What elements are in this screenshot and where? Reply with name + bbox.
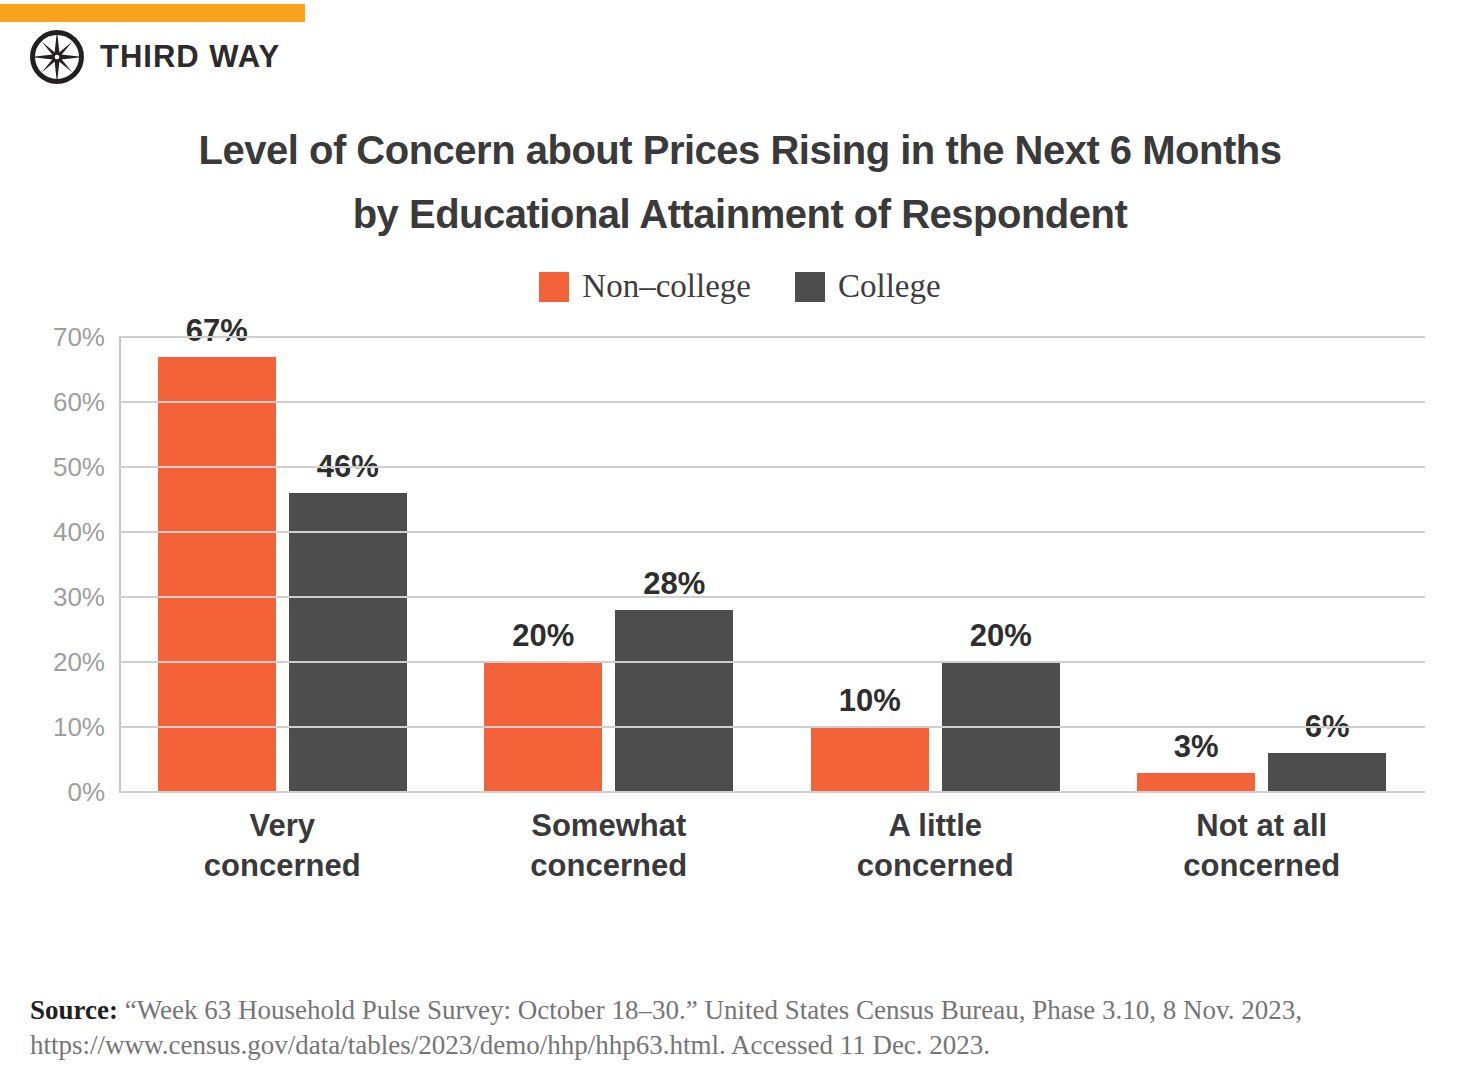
chart-title-line1: Level of Concern about Prices Rising in …: [0, 118, 1480, 182]
brand-header: THIRD WAY: [28, 28, 280, 86]
chart-title-line2: by Educational Attainment of Respondent: [0, 182, 1480, 246]
bar-groups: 67%46%Very concerned20%28%Somewhat conce…: [119, 337, 1425, 792]
gridline: [119, 791, 1425, 793]
source-citation: Source: “Week 63 Household Pulse Survey:…: [30, 993, 1450, 1063]
x-category-label: Somewhat concerned: [446, 806, 773, 886]
chart-title: Level of Concern about Prices Rising in …: [0, 118, 1480, 246]
source-line1: Source: “Week 63 Household Pulse Survey:…: [30, 995, 1302, 1025]
gridline: [119, 401, 1425, 403]
legend-item-college: College: [795, 268, 941, 305]
y-tick-label: 10%: [53, 712, 105, 743]
bar-value-label: 20%: [512, 618, 574, 654]
legend-item-non-college: Non–college: [539, 268, 751, 305]
y-tick-label: 30%: [53, 582, 105, 613]
bar-college: 46%: [289, 493, 407, 792]
y-tick-label: 20%: [53, 647, 105, 678]
bar-group-very: 67%46%Very concerned: [119, 337, 446, 792]
source-label: Source:: [30, 995, 118, 1025]
bar-value-label: 10%: [839, 683, 901, 719]
y-tick-label: 40%: [53, 517, 105, 548]
chart-legend: Non–college College: [0, 268, 1480, 305]
bar-value-label: 20%: [970, 618, 1032, 654]
y-tick-label: 70%: [53, 322, 105, 353]
brand-name: THIRD WAY: [100, 39, 280, 75]
plot-area: 67%46%Very concerned20%28%Somewhat conce…: [119, 337, 1425, 792]
y-tick-label: 0%: [67, 777, 105, 808]
y-tick-label: 60%: [53, 387, 105, 418]
legend-swatch: [539, 272, 569, 302]
legend-label: College: [838, 268, 941, 305]
bar-group-not-at-all: 3%6%Not at all concerned: [1099, 337, 1426, 792]
gridline: [119, 661, 1425, 663]
source-text2: https://www.census.gov/data/tables/2023/…: [30, 1030, 990, 1060]
bar-value-label: 3%: [1174, 729, 1219, 765]
legend-swatch: [795, 272, 825, 302]
top-accent-bar: [0, 4, 305, 22]
y-tick-label: 50%: [53, 452, 105, 483]
gridline: [119, 596, 1425, 598]
page: THIRD WAY Level of Concern about Prices …: [0, 0, 1480, 1082]
gridline: [119, 466, 1425, 468]
source-text1: “Week 63 Household Pulse Survey: October…: [125, 995, 1302, 1025]
gridline: [119, 531, 1425, 533]
gridline: [119, 726, 1425, 728]
bar-group-somewhat: 20%28%Somewhat concerned: [446, 337, 773, 792]
bar-non-college: 3%: [1137, 773, 1255, 792]
x-category-label: A little concerned: [772, 806, 1099, 886]
bar-group-a-little: 10%20%A little concerned: [772, 337, 1099, 792]
compass-icon: [28, 28, 86, 86]
x-category-label: Very concerned: [119, 806, 446, 886]
legend-label: Non–college: [582, 268, 751, 305]
bar-college: 28%: [615, 610, 733, 792]
bar-value-label: 67%: [186, 313, 248, 349]
gridline: [119, 336, 1425, 338]
bar-college: 6%: [1268, 753, 1386, 792]
x-category-label: Not at all concerned: [1099, 806, 1426, 886]
bar-non-college: 10%: [811, 727, 929, 792]
